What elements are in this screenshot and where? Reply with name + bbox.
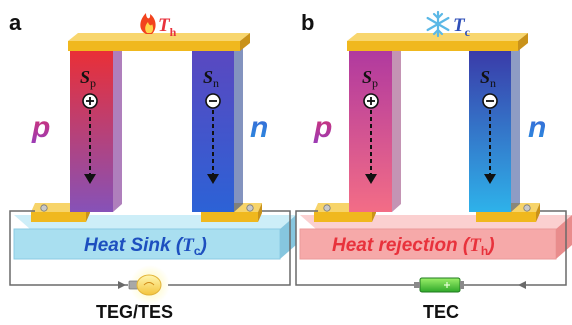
current-arrow-a [118,281,126,289]
circuit-wire-left [9,210,128,286]
heat-sink-subscript: c [194,244,201,258]
n-seebeck-symbol-b: S [480,67,490,87]
light-bulb-icon [128,265,170,305]
heat-sink-close: ) [199,235,207,256]
n-seebeck-subscript-b: n [490,76,496,90]
battery-icon [414,277,464,293]
n-type-label-b: n [528,111,546,144]
p-seebeck-label-b: Sp [362,67,378,90]
p-seebeck-subscript: p [90,76,96,90]
p-seebeck-subscript-b: p [372,76,378,90]
tec-caption: TEC [423,302,459,322]
n-type-leg-b [469,42,520,212]
panel-b-label: b [301,10,314,35]
n-type-label: n [250,111,268,144]
p-carrier-arrowhead [84,174,96,184]
n-seebeck-label-b: Sn [480,67,496,90]
heat-rejection-close: ) [486,235,494,256]
circuit-wire-right-b [464,210,567,286]
p-seebeck-symbol: S [80,67,90,87]
panel-a-label: a [9,10,22,35]
plus-charge-icon [82,93,98,109]
top-temperature-label-b: Tc [453,15,471,39]
top-electrode [68,33,250,51]
heat-sink-label: Heat Sink (Tc) [84,235,207,258]
minus-charge-icon [205,93,221,109]
n-seebeck-label: Sn [203,67,219,90]
minus-charge-icon-b [482,93,498,109]
heat-rejection-text: Heat rejection ( [332,235,472,256]
p-type-leg-b [349,42,401,212]
n-carrier-arrowhead [207,174,219,184]
top-temperature-subscript-b: c [465,25,471,39]
n-seebeck-subscript: n [213,76,219,90]
n-seebeck-symbol: S [203,67,213,87]
p-type-label: p [31,111,50,144]
heat-sink-symbol: T [182,235,195,256]
p-type-label-b: p [313,111,332,144]
top-temperature-symbol-b: T [453,15,466,36]
panel-b: b [295,10,572,322]
top-temperature-subscript: h [170,25,177,39]
top-temperature-symbol: T [158,15,171,36]
n-type-leg [192,42,243,212]
p-seebeck-label: Sp [80,67,96,90]
p-carrier-arrowhead-b [365,174,377,184]
heat-rejection-label: Heat rejection (Th) [332,235,495,258]
p-type-leg [70,42,122,212]
circuit-wire-left-b [295,210,420,286]
heat-rejection-subscript: h [481,244,488,258]
flame-icon [140,13,156,34]
panel-a: a [9,10,296,322]
current-arrow-b [518,281,526,289]
plus-charge-icon-b [363,93,379,109]
p-seebeck-symbol-b: S [362,67,372,87]
top-electrode-b [347,33,528,51]
snowflake-icon [426,10,450,38]
teg-tes-caption: TEG/TES [96,302,173,322]
top-temperature-label: Th [158,15,177,39]
heat-rejection-symbol: T [469,235,482,256]
heat-sink-text: Heat Sink ( [84,235,185,256]
circuit-wire-right [168,210,291,286]
n-carrier-arrowhead-b [484,174,496,184]
